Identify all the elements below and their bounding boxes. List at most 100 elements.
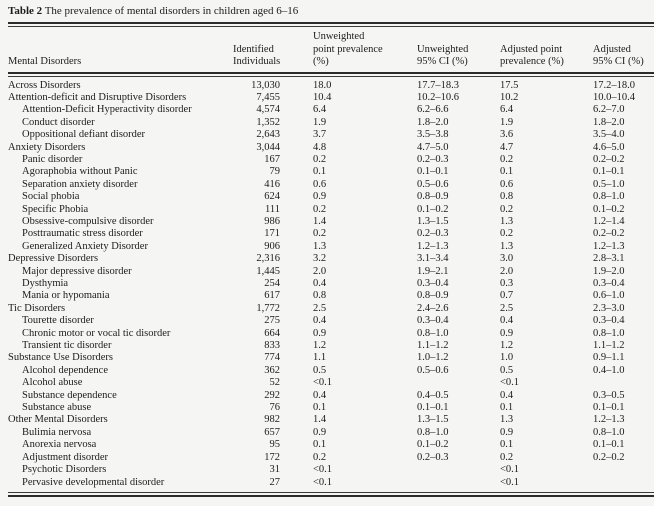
table-row: Psychotic Disorders 31 <0.1 <0.1: [8, 464, 654, 476]
disorder-name: Posttraumatic stress disorder: [22, 228, 143, 240]
cell-adj_ci: 1.2–1.4: [593, 215, 625, 227]
table-row: Specific Phobia 111 0.2 0.1–0.2 0.2 0.1–0.2: [8, 204, 654, 216]
table-row: Substance dependence 292 0.4 0.4–0.5 0.4 0.3–…: [8, 390, 654, 402]
header-rule: [8, 71, 654, 77]
cell-identified: 292: [264, 389, 280, 401]
cell-adj_prev: 0.2: [500, 228, 514, 240]
table-row: Tic Disorders 1,772 2.5 2.4–2.6 2.5 2.3–3.0: [8, 303, 654, 315]
cell-adj_ci: 0.1–0.1: [593, 166, 625, 178]
cell-unw_ci: 0.5–0.6: [417, 364, 449, 376]
cell-adj_prev: 1.3: [500, 215, 514, 227]
cell-unw_prev: 0.4: [313, 315, 327, 327]
disorder-name: Agoraphobia without Panic: [22, 166, 138, 178]
disorder-name: Substance dependence: [22, 389, 117, 401]
cell-adj_prev: 0.2: [500, 451, 514, 463]
cell-unw_ci: 0.1–0.1: [417, 402, 449, 414]
column-header-unw_ci: Unweighted 95% CI (%): [417, 43, 469, 68]
table-header: Mental Disorders Identified Individuals Unw…: [8, 27, 654, 77]
cell-adj_prev: 1.0: [500, 352, 514, 364]
cell-adj_prev: 3.6: [500, 129, 514, 141]
table-row: Tourette disorder 275 0.4 0.3–0.4 0.4 0.3–0.4: [8, 315, 654, 327]
disorder-name: Specific Phobia: [22, 203, 89, 215]
table-row: Chronic motor or vocal tic disorder 664 0.…: [8, 328, 654, 340]
cell-identified: 171: [264, 228, 280, 240]
cell-identified: 657: [264, 426, 280, 438]
disorder-name: Across Disorders: [8, 79, 81, 91]
table-body: Across Disorders 13,030 18.0 17.7–18.3 17.5 1…: [8, 77, 654, 489]
cell-adj_ci: 1.1–1.2: [593, 340, 625, 352]
table-row: Attention-deficit and Disruptive Disorde…: [8, 92, 654, 104]
cell-unw_ci: 0.3–0.4: [417, 278, 449, 289]
cell-adj_prev: 1.2: [500, 340, 514, 352]
cell-identified: 31: [269, 464, 281, 476]
cell-unw_ci: [417, 377, 500, 389]
cell-unw_prev: 0.1: [313, 402, 327, 414]
column-header-identified: Identified Individuals: [233, 43, 281, 68]
cell-unw_ci: 0.1–0.2: [417, 439, 449, 451]
cell-unw_ci: 10.2–10.6: [417, 91, 459, 103]
table-row: Transient tic disorder 833 1.2 1.1–1.2 1.2 1.…: [8, 340, 654, 352]
table-row: Social phobia 624 0.9 0.8–0.9 0.8 0.8–1.0: [8, 191, 654, 203]
cell-identified: 774: [264, 352, 280, 364]
cell-adj_prev: 0.4: [500, 315, 514, 327]
cell-adj_ci: 6.2–7.0: [593, 104, 625, 116]
cell-adj_prev: 3.0: [500, 253, 514, 265]
cell-adj_prev: 0.5: [500, 364, 514, 376]
cell-adj_ci: 2.3–3.0: [593, 302, 625, 314]
cell-adj_prev: <0.1: [500, 464, 520, 476]
disorder-name: Psychotic Disorders: [22, 464, 107, 476]
cell-adj_ci: [593, 464, 654, 476]
cell-unw_ci: 3.1–3.4: [417, 253, 449, 265]
table-row: Across Disorders 13,030 18.0 17.7–18.3 17.5 1…: [8, 77, 654, 92]
cell-identified: 416: [264, 178, 280, 190]
disorder-name: Transient tic disorder: [22, 340, 112, 352]
cell-unw_ci: 0.2–0.3: [417, 228, 449, 240]
disorder-name: Generalized Anxiety Disorder: [22, 240, 148, 252]
cell-unw_ci: 2.4–2.6: [417, 302, 449, 314]
header-row: Mental Disorders Identified Individuals Unw…: [8, 27, 654, 72]
disorder-name: Panic disorder: [22, 153, 83, 165]
disorder-name: Other Mental Disorders: [8, 414, 108, 426]
cell-identified: 2,316: [256, 253, 280, 265]
cell-unw_prev: 0.1: [313, 166, 327, 178]
cell-unw_prev: 0.2: [313, 203, 327, 215]
cell-adj_ci: 0.8–1.0: [593, 426, 625, 438]
cell-unw_ci: 0.1–0.1: [417, 166, 449, 178]
cell-adj_ci: 0.9–1.1: [593, 352, 625, 364]
cell-unw_ci: 0.2–0.3: [417, 451, 449, 463]
cell-adj_ci: 3.5–4.0: [593, 129, 625, 141]
cell-unw_prev: 6.4: [313, 104, 327, 116]
bottom-rule: [8, 491, 654, 497]
cell-adj_ci: 0.2–0.2: [593, 153, 625, 165]
cell-identified: 4,574: [256, 104, 280, 116]
cell-adj_prev: 0.1: [500, 439, 514, 451]
cell-identified: 13,030: [251, 79, 280, 91]
cell-unw_prev: 0.2: [313, 153, 327, 165]
cell-identified: 52: [269, 377, 281, 389]
table-row: Anorexia nervosa 95 0.1 0.1–0.2 0.1 0.1–0.1: [8, 439, 654, 451]
cell-adj_ci: 0.6–1.0: [593, 290, 625, 302]
cell-adj_ci: 0.2–0.2: [593, 228, 625, 240]
cell-identified: 1,445: [256, 265, 280, 277]
disorder-name: Anorexia nervosa: [22, 439, 97, 451]
disorder-name: Conduct disorder: [22, 116, 95, 128]
cell-identified: 254: [264, 278, 280, 289]
cell-adj_ci: 0.3–0.5: [593, 389, 625, 401]
disorder-name: Separation anxiety disorder: [22, 178, 138, 190]
cell-unw_prev: 10.4: [313, 91, 332, 103]
disorder-name: Adjustment disorder: [22, 451, 109, 463]
cell-unw_prev: 3.7: [313, 129, 327, 141]
table-row: Pervasive developmental disorder 27 <0.1 <0…: [8, 477, 654, 489]
cell-adj_prev: 1.3: [500, 414, 514, 426]
cell-unw_prev: 0.6: [313, 178, 327, 190]
cell-adj_prev: 0.7: [500, 290, 514, 302]
disorder-name: Attention-deficit and Disruptive Disorde…: [8, 91, 187, 103]
cell-unw_ci: 0.8–1.0: [417, 327, 449, 339]
cell-adj_ci: 0.3–0.4: [593, 278, 625, 289]
cell-unw_prev: 0.4: [313, 278, 327, 289]
cell-adj_ci: 17.2–18.0: [593, 79, 635, 91]
prevalence-table: Mental Disorders Identified Individuals Unw…: [8, 27, 654, 489]
cell-identified: 982: [264, 414, 280, 426]
cell-unw_prev: 3.2: [313, 253, 327, 265]
cell-adj_ci: 0.8–1.0: [593, 327, 625, 339]
